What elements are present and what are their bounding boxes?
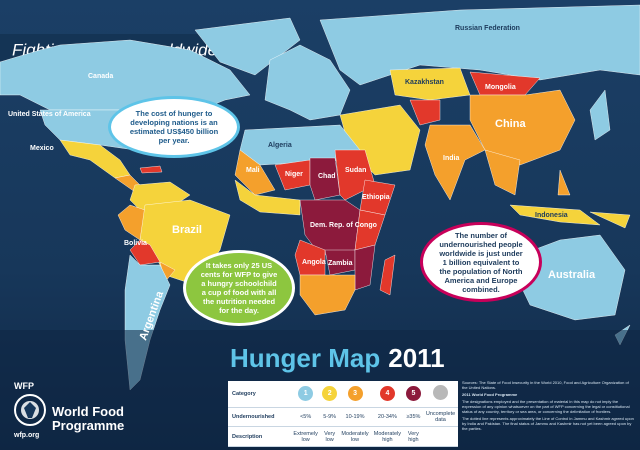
- land: [379, 254, 396, 296]
- legend-cell: Uncomplete data: [423, 407, 458, 428]
- logo-name: World Food Programme: [52, 404, 125, 433]
- country-label: Russian Federation: [455, 25, 520, 32]
- land: [234, 149, 276, 196]
- country-label: Zambia: [328, 260, 353, 267]
- country-label: Mexico: [30, 145, 54, 152]
- country-label: Bolivia: [124, 240, 147, 247]
- callout-undernourished: The number of undernourished people worl…: [420, 222, 542, 302]
- land: [469, 89, 576, 166]
- legend-cell: <5%: [291, 407, 321, 428]
- legend-cell: 5: [403, 381, 424, 408]
- country-label: Niger: [285, 171, 303, 178]
- land: [0, 39, 251, 111]
- source-note: The designations employed and the presen…: [462, 399, 630, 414]
- land: [389, 67, 471, 101]
- legend-cell: ≥35%: [403, 407, 424, 428]
- land: [509, 204, 601, 226]
- legend-row-header: Description: [228, 426, 291, 447]
- legend-swatch: 4: [379, 386, 395, 402]
- land: [409, 99, 441, 126]
- map-title-text: Hunger Map: [230, 343, 380, 373]
- wfp-emblem: [14, 394, 46, 426]
- legend-cell: Very low: [320, 426, 339, 447]
- map-title-year: 2011: [388, 343, 444, 373]
- legend-row-header: Undernourished: [228, 407, 291, 428]
- legend-cell: 20-34%: [371, 407, 404, 428]
- legend-swatch: 3: [347, 386, 363, 402]
- legend-swatch: 5: [405, 386, 421, 402]
- legend-row: Undernourished <5% 5-9% 10-19% 20-34% ≥35% Unc…: [228, 407, 458, 428]
- country-label: Ethiopia: [362, 194, 390, 201]
- country-label: Mongolia: [485, 84, 516, 91]
- land: [589, 211, 631, 229]
- source-note: 2011 World Food Programme: [462, 392, 518, 397]
- source-note: Sources: The State of Food Insecurity in…: [462, 380, 629, 390]
- legend-cell: 5-9%: [320, 407, 339, 428]
- country-label: Australia: [548, 269, 596, 281]
- legend-swatch: 1: [298, 386, 314, 402]
- legend-swatch: 2: [322, 386, 338, 402]
- legend-cell: Very high: [403, 426, 424, 447]
- country-label: Dem. Rep. of Congo: [310, 222, 377, 229]
- country-label: Brazil: [172, 224, 202, 236]
- country-label: India: [443, 155, 459, 162]
- land: [129, 239, 161, 266]
- legend-row: Category 1 2 3 4 5: [228, 381, 458, 408]
- land: [424, 124, 486, 201]
- callout-cost: The cost of hunger to developing nations…: [108, 96, 240, 158]
- legend-cell: Extremely low: [291, 426, 321, 447]
- land: [139, 165, 163, 174]
- legend-row-header: Category: [228, 381, 291, 408]
- land: [234, 179, 301, 216]
- legend-cell: 10-19%: [338, 407, 372, 428]
- legend-row: Description Extremely low Very low Moderate…: [228, 426, 458, 447]
- map-title: Hunger Map 2011: [230, 343, 445, 373]
- legend-cell: 3: [338, 381, 372, 408]
- sources: Sources: The State of Food Insecurity in…: [462, 380, 634, 433]
- country-label: United States of America: [8, 111, 91, 118]
- land: [309, 157, 341, 201]
- country-label: Mali: [246, 167, 260, 174]
- land: [589, 89, 611, 141]
- legend-cell: Moderately high: [371, 426, 404, 447]
- country-label: Chad: [318, 173, 336, 180]
- legend-cell: 4: [371, 381, 404, 408]
- logo-url: wfp.org: [14, 432, 40, 439]
- country-label: Algeria: [268, 142, 292, 149]
- legend-cell: Moderately low: [338, 426, 372, 447]
- land: [319, 4, 640, 86]
- land: [354, 244, 376, 291]
- country-label: Canada: [88, 73, 113, 80]
- land: [117, 204, 146, 241]
- legend-cell: [423, 381, 458, 408]
- legend-cell: 1: [291, 381, 321, 408]
- country-label: Indonesia: [535, 212, 568, 219]
- callout-school: It takes only 25 US cents for WFP to giv…: [183, 250, 295, 326]
- legend: Category 1 2 3 4 5 Undernourished <5% 5-9% 10-19%…: [228, 381, 458, 447]
- land: [354, 209, 386, 251]
- country-label: China: [495, 118, 526, 130]
- legend-cell: 2: [320, 381, 339, 408]
- land: [557, 169, 571, 196]
- logo-acronym: WFP: [14, 381, 34, 391]
- legend-swatch: [433, 385, 449, 401]
- land: [299, 274, 356, 316]
- legend-table: Category 1 2 3 4 5 Undernourished <5% 5-9% 10-19%…: [228, 381, 458, 447]
- country-label: Angola: [302, 259, 326, 266]
- country-label: Sudan: [345, 167, 366, 174]
- legend-cell: [423, 426, 458, 447]
- country-label: Kazakhstan: [405, 79, 444, 86]
- source-note: The dotted line represents approximately…: [462, 416, 634, 431]
- land: [484, 149, 521, 196]
